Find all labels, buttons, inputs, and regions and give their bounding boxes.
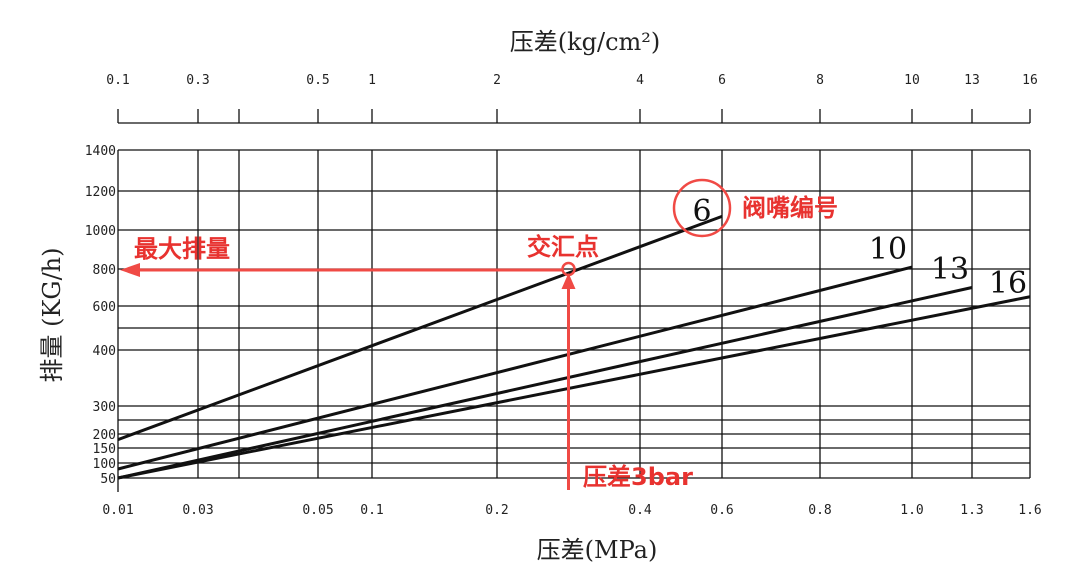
top-tick-label: 0.3	[186, 73, 209, 88]
pressure-label: 压差3bar	[583, 463, 693, 491]
top-tick-label: 13	[964, 73, 980, 88]
intersection-label: 交汇点	[527, 233, 599, 261]
series-lines: 6 10 13 16	[117, 194, 1031, 480]
top-tick-label: 0.1	[106, 73, 129, 88]
series-line-16	[117, 295, 1031, 480]
y-tick-label: 300	[93, 400, 116, 415]
y-tick-label: 1400	[85, 144, 116, 159]
intersection-marker	[561, 261, 576, 277]
series-line-10	[117, 265, 913, 471]
bottom-tick-label: 0.01	[102, 503, 133, 518]
bottom-tick-label: 1.3	[960, 503, 983, 518]
bottom-tick-label: 1.6	[1018, 503, 1041, 518]
y-tick-label: 1000	[85, 224, 116, 239]
pressure-arrowhead	[561, 273, 576, 289]
top-tick-label: 16	[1022, 73, 1038, 88]
series-line-13	[117, 286, 973, 480]
bottom-tick-label: 0.03	[182, 503, 213, 518]
bottom-tick-label: 1.0	[900, 503, 923, 518]
y-tick-label: 800	[93, 263, 116, 278]
top-tick-label: 0.5	[306, 73, 329, 88]
top-tick-label: 4	[636, 73, 644, 88]
y-tick-label: 150	[93, 442, 116, 457]
bottom-tick-label: 0.8	[808, 503, 831, 518]
bottom-tick-label: 0.05	[302, 503, 333, 518]
series-label-6: 6	[692, 194, 711, 229]
top-tick-label: 10	[904, 73, 920, 88]
top-axis-title: 压差(kg/cm²)	[510, 28, 661, 56]
bottom-tick-label: 0.2	[485, 503, 508, 518]
bottom-tick-label: 0.6	[710, 503, 733, 518]
bottom-tick-label: 0.1	[360, 503, 383, 518]
y-tick-label: 50	[100, 472, 116, 487]
max-flow-arrowhead	[120, 263, 140, 277]
y-tick-label: 400	[93, 344, 116, 359]
y-tick-label: 200	[93, 428, 116, 443]
series-label-10: 10	[869, 232, 907, 267]
top-tick-label: 6	[718, 73, 726, 88]
top-tick-label: 2	[493, 73, 501, 88]
nozzle-label: 阀嘴编号	[742, 194, 838, 222]
series-label-13: 13	[931, 252, 969, 287]
max-flow-label: 最大排量	[134, 235, 230, 263]
y-axis-title: 排量 (KG/h)	[38, 248, 66, 383]
tick-labels: 0.1 0.3 0.5 1 2 4 6 8 10 13 16 0.01 0.03 0.05 0.1 0.2 0.…	[85, 73, 1042, 518]
x-axis-title: 压差(MPa)	[537, 536, 658, 564]
y-tick-label: 600	[93, 300, 116, 315]
series-label-16: 16	[989, 266, 1027, 301]
top-tick-label: 1	[368, 73, 376, 88]
y-tick-label: 100	[93, 457, 116, 472]
nozzle-circle	[672, 178, 732, 238]
y-tick-label: 1200	[85, 185, 116, 200]
bottom-tick-label: 0.4	[628, 503, 652, 518]
series-line-6	[117, 214, 723, 442]
top-tick-label: 8	[816, 73, 824, 88]
